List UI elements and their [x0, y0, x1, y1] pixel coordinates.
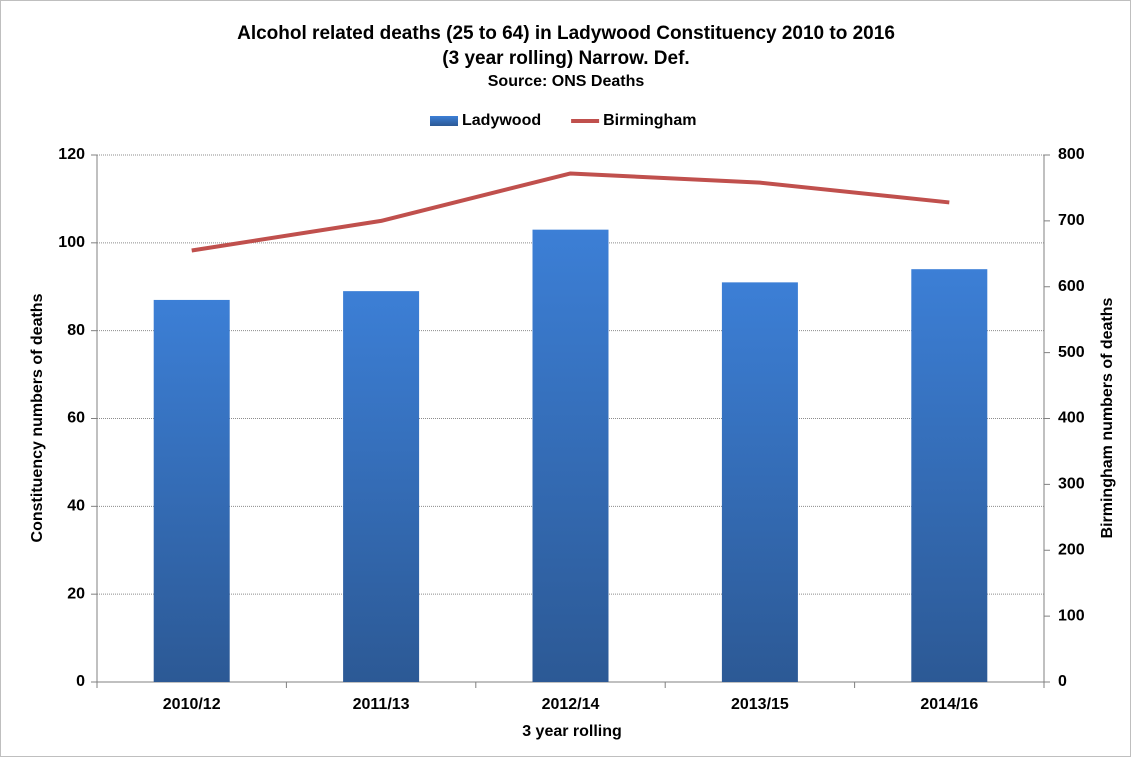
y2-tick-label: 100	[1058, 607, 1085, 624]
legend-label: Ladywood	[462, 112, 541, 129]
y-tick-label: 60	[67, 410, 85, 427]
y-tick-label: 100	[58, 234, 85, 251]
y-tick-label: 20	[67, 585, 85, 602]
y2-tick-label: 300	[1058, 476, 1085, 493]
x-tick-label: 2010/12	[163, 696, 221, 713]
y2-tick-label: 0	[1058, 673, 1067, 690]
y2-tick-label: 500	[1058, 344, 1085, 361]
x-tick-label: 2011/13	[353, 696, 410, 713]
y2-tick-label: 800	[1058, 146, 1085, 163]
bar	[721, 282, 798, 682]
x-tick-label: 2013/15	[731, 696, 789, 713]
bar	[911, 269, 988, 682]
legend-swatch	[430, 116, 458, 126]
y2-tick-label: 700	[1058, 212, 1085, 229]
y2-axis-label: Birmingham numbers of deaths	[1099, 297, 1116, 538]
y-tick-label: 80	[67, 322, 85, 339]
y2-tick-label: 200	[1058, 541, 1085, 558]
legend-label: Birmingham	[603, 112, 696, 129]
x-tick-label: 2014/16	[920, 696, 978, 713]
bar	[153, 299, 230, 682]
bar	[343, 291, 420, 682]
y2-tick-label: 400	[1058, 410, 1085, 427]
x-tick-label: 2012/14	[542, 696, 600, 713]
bar	[532, 229, 609, 683]
y-tick-label: 0	[76, 673, 85, 690]
line	[191, 171, 950, 253]
y-tick-label: 120	[58, 146, 85, 163]
y-axis-label: Constituency numbers of deaths	[29, 293, 46, 542]
x-axis-label: 3 year rolling	[522, 723, 622, 740]
chart-subtitle: Source: ONS Deaths	[488, 73, 645, 90]
y-tick-label: 40	[67, 498, 85, 515]
chart-title: (3 year rolling) Narrow. Def.	[442, 48, 689, 69]
chart-title: Alcohol related deaths (25 to 64) in Lad…	[237, 23, 895, 44]
y2-tick-label: 600	[1058, 278, 1085, 295]
